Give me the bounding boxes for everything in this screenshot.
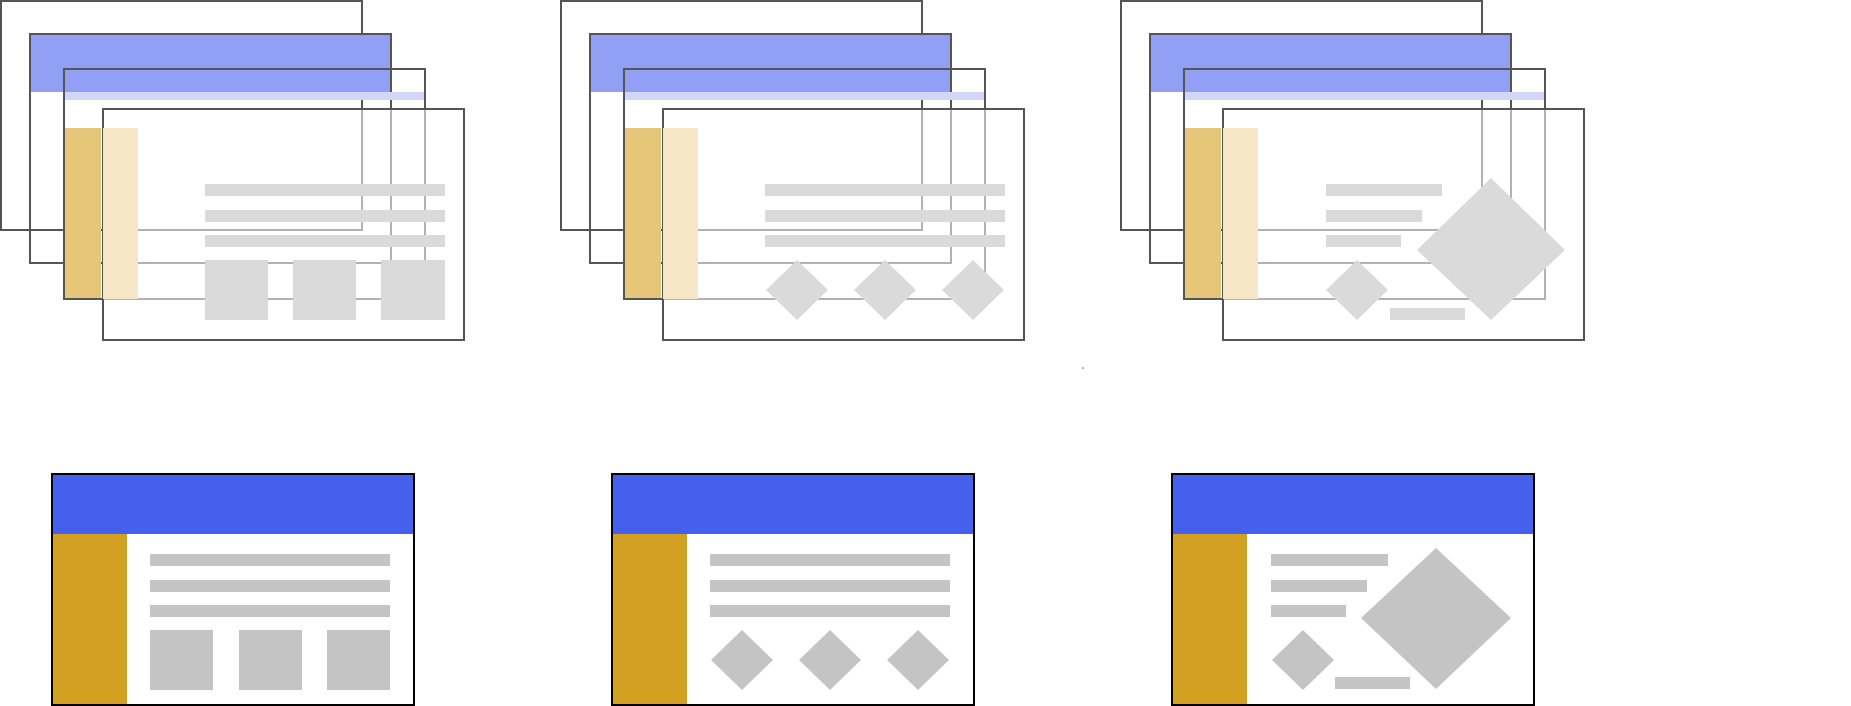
wireframe-header [52, 474, 414, 534]
wireframe-header [612, 474, 974, 534]
wireframe-feature [1171, 473, 1535, 706]
text-line-placeholder [1271, 554, 1388, 566]
text-line-placeholder [1271, 580, 1367, 592]
wireframe-cards [51, 473, 415, 706]
diamond-placeholder [799, 630, 861, 690]
card-placeholder [239, 630, 302, 690]
diamond-placeholder [711, 630, 773, 690]
stack-diamonds [560, 0, 1025, 341]
text-line-placeholder [710, 554, 950, 566]
card-placeholder [150, 630, 213, 690]
stack-header-layer [1149, 33, 1512, 264]
wireframe-frame [611, 473, 975, 706]
stray-dot [1082, 367, 1084, 369]
diamond-placeholder [1272, 630, 1334, 690]
stack-front-frame [102, 108, 465, 341]
wireframe-diamonds [611, 473, 975, 706]
stack-feature [1120, 0, 1585, 341]
text-line-placeholder [150, 605, 390, 617]
diamond-placeholder [887, 630, 949, 690]
wireframe-sidebar [612, 534, 687, 705]
card-placeholder [327, 630, 390, 690]
caption-placeholder [1335, 677, 1410, 689]
text-line-placeholder [150, 554, 390, 566]
stack-front-frame [1222, 108, 1585, 341]
wireframe-frame [1171, 473, 1535, 706]
text-line-placeholder [710, 580, 950, 592]
text-line-placeholder [710, 605, 950, 617]
wireframe-frame [51, 473, 415, 706]
wireframe-sidebar [1172, 534, 1247, 705]
large-diamond-placeholder [1361, 548, 1511, 689]
text-line-placeholder [150, 580, 390, 592]
text-line-placeholder [1271, 605, 1346, 617]
wireframe-header [1172, 474, 1534, 534]
stack-cards [0, 0, 465, 341]
stack-front-frame [662, 108, 1025, 341]
wireframe-sidebar [52, 534, 127, 705]
